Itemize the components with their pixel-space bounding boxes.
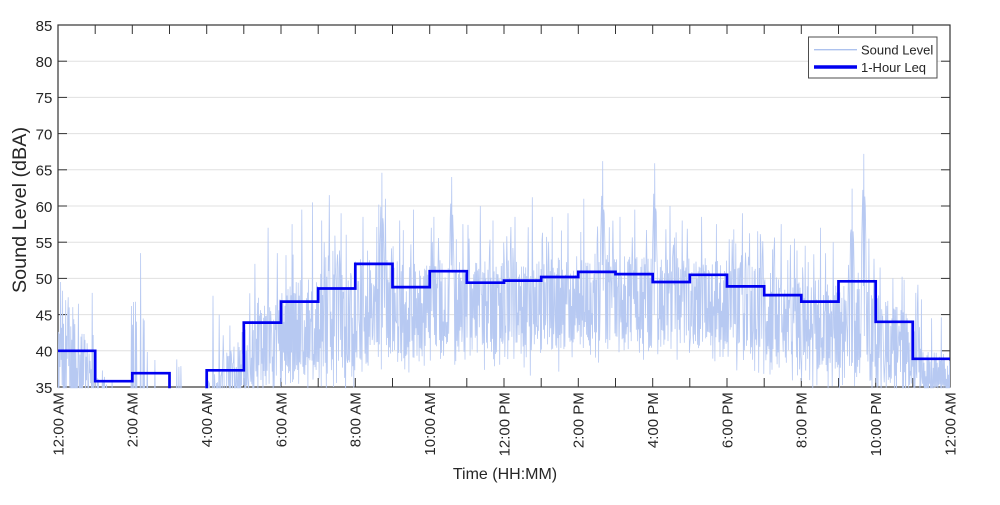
svg-text:55: 55 xyxy=(36,235,53,252)
svg-text:70: 70 xyxy=(36,126,53,143)
svg-text:75: 75 xyxy=(36,90,53,107)
svg-text:85: 85 xyxy=(36,18,53,35)
svg-text:12:00 PM: 12:00 PM xyxy=(496,392,513,456)
svg-text:35: 35 xyxy=(36,380,53,397)
svg-text:40: 40 xyxy=(36,344,53,361)
svg-text:6:00 PM: 6:00 PM xyxy=(719,392,736,448)
svg-text:4:00 PM: 4:00 PM xyxy=(645,392,662,448)
svg-text:12:00 AM: 12:00 AM xyxy=(942,392,959,455)
svg-text:50: 50 xyxy=(36,271,53,288)
svg-text:Sound Level (dBA): Sound Level (dBA) xyxy=(9,127,31,293)
svg-text:Sound Level: Sound Level xyxy=(861,43,933,58)
svg-text:1-Hour Leq: 1-Hour Leq xyxy=(861,60,926,75)
svg-text:6:00 AM: 6:00 AM xyxy=(273,392,290,447)
svg-text:8:00 PM: 8:00 PM xyxy=(794,392,811,448)
svg-text:Time (HH:MM): Time (HH:MM) xyxy=(453,466,557,483)
svg-text:2:00 PM: 2:00 PM xyxy=(571,392,588,448)
svg-text:10:00 PM: 10:00 PM xyxy=(868,392,885,456)
svg-text:8:00 AM: 8:00 AM xyxy=(348,392,365,447)
svg-text:65: 65 xyxy=(36,163,53,180)
svg-text:45: 45 xyxy=(36,307,53,324)
svg-text:60: 60 xyxy=(36,199,53,216)
svg-text:10:00 AM: 10:00 AM xyxy=(422,392,439,455)
svg-text:12:00 AM: 12:00 AM xyxy=(50,392,67,455)
svg-text:80: 80 xyxy=(36,54,53,71)
svg-text:4:00 AM: 4:00 AM xyxy=(199,392,216,447)
svg-text:2:00 AM: 2:00 AM xyxy=(125,392,142,447)
